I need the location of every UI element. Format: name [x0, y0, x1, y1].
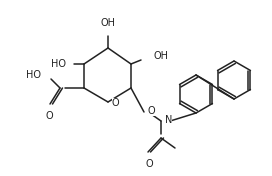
Text: O: O	[112, 98, 120, 108]
Text: HO: HO	[26, 70, 41, 80]
Text: O: O	[45, 111, 53, 121]
Text: OH: OH	[100, 18, 116, 28]
Text: HO: HO	[51, 59, 66, 69]
Text: O: O	[148, 106, 156, 116]
Text: OH: OH	[153, 51, 168, 61]
Text: N: N	[165, 115, 172, 125]
Text: O: O	[145, 159, 153, 169]
